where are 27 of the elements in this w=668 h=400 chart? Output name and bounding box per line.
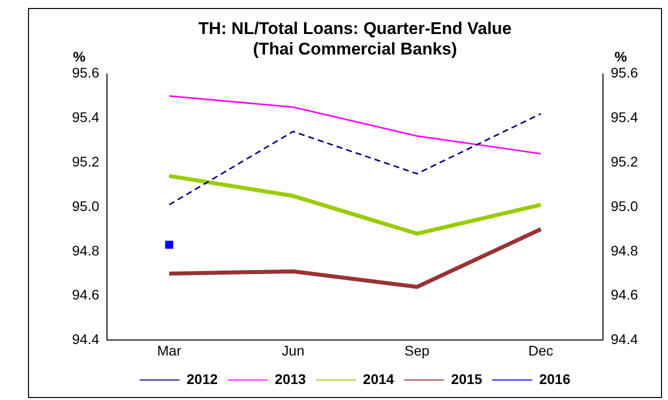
y2-tick-label: 95.4	[610, 109, 638, 126]
y-tick-label: 94.6	[72, 286, 100, 303]
y2-tick-label: 95.0	[610, 198, 638, 214]
y-tick-label: 95.2	[72, 153, 100, 170]
y-tick-label: 94.4	[72, 331, 100, 348]
chart-title: TH: NL/Total Loans: Quarter-End Value (Thai Commercial Banks)	[198, 18, 512, 58]
x-tick-label: Jun	[282, 342, 304, 358]
y2-tick-label: 94.4	[610, 331, 638, 348]
y2-axis-title: %	[614, 48, 628, 65]
legend-label: 2016	[539, 370, 571, 387]
x-tick-label: Sep	[404, 342, 430, 358]
y-axis-title: %	[73, 48, 86, 65]
y-tick-label: 95.6	[72, 64, 100, 81]
y2-tick-label: 95.6	[610, 64, 638, 81]
x-tick-label: Dec	[528, 342, 554, 358]
legend-label: 2015	[451, 370, 482, 387]
y-tick-label: 95.0	[72, 198, 100, 214]
x-tick-label: Mar	[157, 342, 182, 358]
y-tick-label: 95.4	[72, 109, 100, 126]
y2-tick-label: 94.8	[610, 242, 638, 258]
legend-label: 2012	[186, 370, 218, 387]
legend-label: 2014	[362, 370, 394, 387]
legend-label: 2013	[274, 370, 306, 387]
y-tick-label: 94.8	[72, 242, 100, 258]
y2-tick-label: 95.2	[610, 153, 638, 170]
line-series	[168, 113, 542, 206]
y2-tick-label: 94.6	[610, 286, 638, 303]
